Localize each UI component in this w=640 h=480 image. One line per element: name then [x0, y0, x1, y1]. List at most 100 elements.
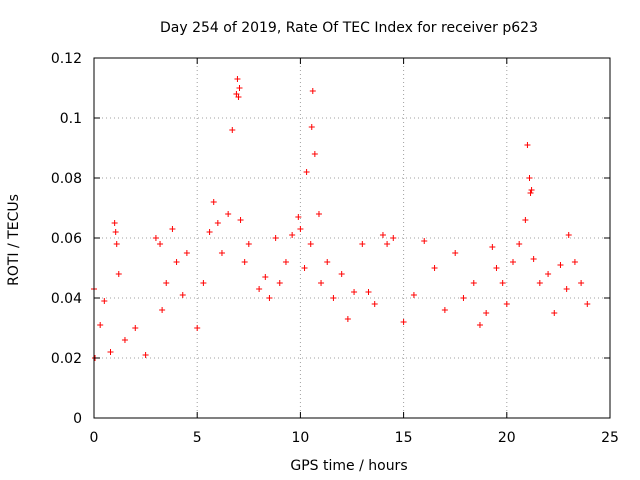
data-point — [359, 241, 366, 247]
data-point — [489, 244, 496, 250]
data-point — [526, 175, 533, 181]
data-point — [200, 280, 207, 286]
data-point — [503, 301, 510, 307]
data-point — [557, 262, 564, 268]
data-point — [229, 127, 236, 133]
y-axis-label: ROTI / TECUs — [6, 194, 22, 286]
data-point — [431, 265, 438, 271]
data-point — [571, 259, 578, 265]
data-point — [237, 217, 244, 223]
data-point — [524, 142, 531, 148]
data-point — [379, 232, 386, 238]
data-point — [371, 301, 378, 307]
data-point — [476, 322, 483, 328]
data-point — [303, 169, 310, 175]
data-point — [452, 250, 459, 256]
data-point — [297, 226, 304, 232]
y-tick-label: 0.02 — [51, 351, 82, 367]
data-point — [344, 316, 351, 322]
data-point — [206, 229, 213, 235]
data-point — [318, 280, 325, 286]
data-point — [169, 226, 176, 232]
data-point — [499, 280, 506, 286]
data-point — [311, 151, 318, 157]
data-point — [111, 220, 118, 226]
data-point — [142, 352, 149, 358]
data-point — [236, 85, 243, 91]
data-point — [365, 289, 372, 295]
data-point — [266, 295, 273, 301]
x-tick-label: 5 — [193, 430, 202, 446]
y-tick-label: 0.04 — [51, 291, 82, 307]
x-tick-labels: 0 5 10 15 20 25 — [90, 430, 619, 446]
data-point — [245, 241, 252, 247]
data-point — [578, 280, 585, 286]
x-tick-label: 15 — [395, 430, 413, 446]
x-axis-label: GPS time / hours — [290, 458, 407, 474]
data-point — [289, 232, 296, 238]
data-point — [584, 301, 591, 307]
data-point — [262, 274, 269, 280]
data-point — [324, 259, 331, 265]
data-points — [91, 76, 591, 361]
data-point — [410, 292, 417, 298]
y-tick-label: 0.12 — [51, 51, 82, 67]
x-tick-label: 25 — [601, 430, 619, 446]
data-point — [97, 322, 104, 328]
data-point — [528, 187, 535, 193]
data-point — [218, 250, 225, 256]
data-point — [121, 337, 128, 343]
data-point — [183, 250, 190, 256]
data-point — [210, 199, 217, 205]
data-point — [441, 307, 448, 313]
data-point — [421, 238, 428, 244]
data-point — [522, 217, 529, 223]
data-point — [309, 88, 316, 94]
data-point — [234, 76, 241, 82]
data-point — [115, 271, 122, 277]
data-point — [179, 292, 186, 298]
data-point — [384, 241, 391, 247]
data-point — [493, 265, 500, 271]
data-point — [509, 259, 516, 265]
data-point — [551, 310, 558, 316]
x-tick-label: 10 — [291, 430, 309, 446]
data-point — [338, 271, 345, 277]
data-point — [235, 94, 242, 100]
data-point — [400, 319, 407, 325]
data-point — [565, 232, 572, 238]
data-point — [308, 124, 315, 130]
data-point — [483, 310, 490, 316]
data-point — [163, 280, 170, 286]
data-point — [330, 295, 337, 301]
data-point — [159, 307, 166, 313]
grid-lines — [94, 58, 610, 418]
x-tick-label: 0 — [90, 430, 99, 446]
y-tick-label: 0.08 — [51, 171, 82, 187]
data-point — [527, 190, 534, 196]
data-point — [112, 229, 119, 235]
data-point — [460, 295, 467, 301]
data-point — [516, 241, 523, 247]
data-point — [315, 211, 322, 217]
data-point — [256, 286, 263, 292]
data-point — [107, 349, 114, 355]
data-point — [157, 241, 164, 247]
data-point — [214, 220, 221, 226]
data-point — [301, 265, 308, 271]
data-point — [351, 289, 358, 295]
y-tick-label: 0 — [73, 411, 82, 427]
data-point — [295, 214, 302, 220]
axis-ticks — [93, 57, 611, 419]
data-point — [536, 280, 543, 286]
y-tick-label: 0.1 — [60, 111, 82, 127]
y-tick-label: 0.06 — [51, 231, 82, 247]
data-point — [470, 280, 477, 286]
data-point — [225, 211, 232, 217]
chart-title: Day 254 of 2019, Rate Of TEC Index for r… — [160, 20, 538, 36]
data-point — [390, 235, 397, 241]
data-point — [563, 286, 570, 292]
y-tick-labels: 0 0.02 0.04 0.06 0.08 0.1 0.12 — [51, 51, 82, 427]
